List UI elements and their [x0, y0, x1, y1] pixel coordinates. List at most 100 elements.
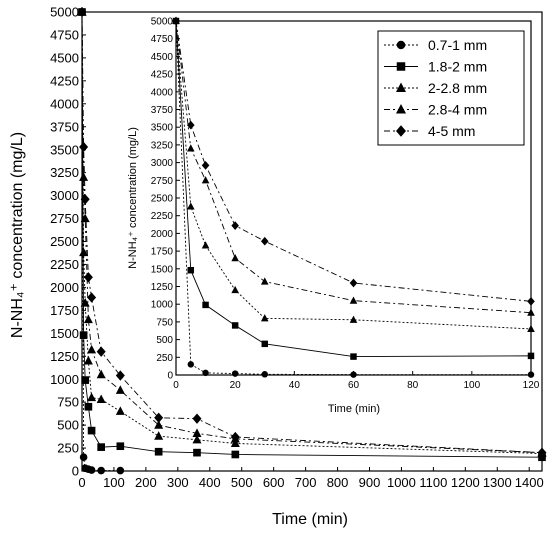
- inset-data-point: [187, 266, 195, 274]
- inset-data-point: [172, 16, 180, 26]
- main-data-point: [77, 6, 87, 18]
- main-data-point: [193, 448, 201, 457]
- main-x-tick-label: 1300: [483, 475, 512, 490]
- main-x-tick-label: 400: [199, 475, 221, 490]
- main-data-point: [97, 443, 105, 451]
- inset-y-tick-label: 1500: [151, 264, 174, 275]
- inset-data-point: [186, 144, 195, 152]
- main-data-point: [84, 402, 93, 411]
- inset-data-point: [231, 221, 239, 230]
- main-x-tick-label: 100: [103, 475, 125, 490]
- inset-data-point: [261, 340, 268, 348]
- main-y-tick-label: 2250: [50, 257, 79, 272]
- main-x-tick-label: 1100: [419, 475, 447, 490]
- inset-y-tick-label: 3000: [151, 158, 174, 169]
- inset-x-tick-label: 120: [523, 380, 540, 391]
- inset-data-point: [349, 296, 358, 304]
- main-y-tick-label: 3000: [50, 188, 79, 203]
- inset-data-point: [201, 241, 210, 249]
- main-data-point: [83, 272, 93, 283]
- main-y-tick-label: 0: [72, 464, 79, 479]
- main-x-tick-label: 600: [263, 475, 285, 490]
- inset-y-tick-label: 2750: [151, 176, 174, 187]
- inset-y-tick-label: 4000: [151, 87, 174, 98]
- main-x-tick-label: 0: [78, 475, 85, 490]
- inset-y-tick-label: 0: [167, 371, 173, 382]
- inset-y-tick-label: 3250: [151, 140, 174, 151]
- main-y-axis-title: N-NH₄⁺ concentration (mg/L): [9, 132, 26, 338]
- main-data-point: [79, 247, 89, 257]
- inset-x-tick-label: 100: [463, 380, 480, 391]
- legend-marker: [396, 125, 406, 137]
- main-data-point: [80, 213, 90, 223]
- inset-data-point: [260, 236, 269, 246]
- main-y-tick-label: 4500: [50, 50, 79, 65]
- inset-x-tick-label: 40: [289, 380, 301, 391]
- main-data-point: [87, 292, 97, 303]
- main-data-point: [116, 466, 125, 475]
- main-data-point: [97, 466, 105, 475]
- main-x-axis-title: Time (min): [272, 511, 348, 528]
- main-y-tick-label: 1000: [50, 372, 79, 387]
- main-data-point: [81, 376, 90, 384]
- legend-label: 2.8-4 mm: [428, 102, 487, 118]
- main-data-point: [154, 431, 164, 440]
- inset-x-axis-title: Time (min): [328, 403, 380, 415]
- main-y-tick-label: 3250: [50, 165, 79, 180]
- main-data-point: [80, 194, 90, 205]
- inset-data-point: [350, 353, 357, 360]
- main-data-point: [537, 447, 547, 458]
- main-data-point: [115, 406, 125, 415]
- main-data-point: [115, 370, 125, 381]
- inset-data-point: [187, 361, 195, 368]
- inset-data-point: [202, 369, 209, 377]
- main-data-point: [192, 428, 202, 437]
- inset-y-tick-label: 3750: [151, 105, 174, 116]
- main-data-point: [87, 392, 97, 402]
- main-y-tick-label: 1750: [50, 303, 79, 318]
- main-y-tick-label: 2000: [50, 280, 79, 295]
- main-x-tick-label: 200: [135, 475, 157, 490]
- inset-data-point: [349, 278, 358, 288]
- main-data-point: [231, 450, 240, 459]
- main-y-tick-label: 250: [57, 441, 79, 456]
- main-y-tick-label: 4750: [50, 28, 79, 43]
- inset-data-point: [231, 370, 239, 377]
- inset-x-tick-label: 0: [173, 380, 179, 391]
- legend-marker: [396, 104, 406, 114]
- inset-data-point: [527, 352, 535, 360]
- main-x-tick-label: 900: [359, 475, 381, 490]
- inset-data-point: [527, 308, 535, 316]
- inset-data-point: [260, 314, 269, 322]
- main-y-tick-label: 4000: [50, 96, 79, 111]
- inset-y-tick-label: 750: [156, 317, 173, 328]
- main-data-point: [83, 355, 93, 365]
- inset-data-point: [527, 324, 535, 333]
- inset-data-point: [231, 322, 239, 329]
- legend-label: 4-5 mm: [428, 123, 475, 139]
- inset-data-point: [350, 371, 357, 378]
- inset-y-tick-label: 2000: [151, 229, 174, 240]
- inset-data-point: [186, 202, 195, 210]
- legend-label: 1.8-2 mm: [428, 59, 487, 75]
- main-data-point: [96, 346, 106, 357]
- main-data-point: [230, 431, 240, 443]
- inset-y-tick-label: 4750: [151, 34, 174, 45]
- inset-data-point: [527, 296, 535, 306]
- inset-y-tick-label: 1250: [151, 282, 174, 293]
- legend-marker: [396, 82, 406, 92]
- inset-y-tick-label: 1000: [151, 300, 174, 311]
- main-data-point: [192, 413, 202, 424]
- inset-data-point: [201, 176, 210, 184]
- main-data-point: [115, 385, 125, 394]
- main-data-point: [96, 394, 106, 403]
- inset-data-point: [349, 315, 358, 323]
- main-data-point: [79, 331, 88, 339]
- main-x-tick-label: 1000: [387, 475, 416, 490]
- main-data-point: [87, 344, 97, 354]
- inset-data-point: [231, 285, 239, 294]
- main-y-tick-label: 3500: [50, 142, 79, 157]
- inset-y-tick-label: 3500: [151, 123, 174, 134]
- main-data-point: [79, 172, 89, 181]
